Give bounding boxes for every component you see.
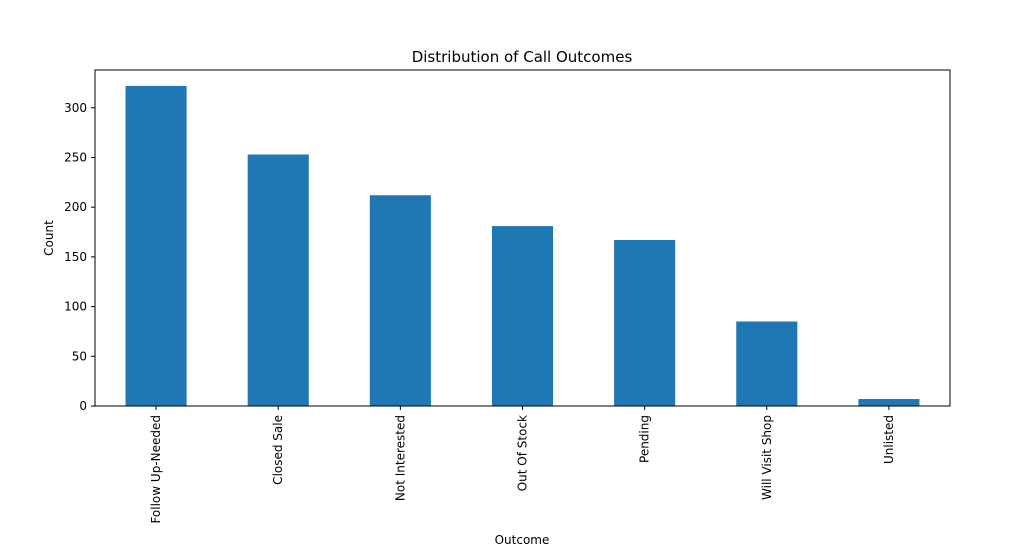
y-axis-ticks: 0 50 100 150 200 250 300 bbox=[64, 101, 95, 413]
bar-follow-up-needed bbox=[125, 85, 187, 406]
y-tick-label: 0 bbox=[79, 399, 87, 413]
x-tick-label: Out Of Stock bbox=[516, 415, 530, 491]
bars-group bbox=[125, 85, 920, 406]
y-tick-label: 200 bbox=[64, 200, 87, 214]
bar-closed-sale bbox=[247, 154, 309, 406]
bar-pending bbox=[614, 239, 676, 406]
y-axis-label: Count bbox=[42, 220, 56, 256]
y-tick-label: 50 bbox=[72, 349, 87, 363]
y-tick-label: 300 bbox=[64, 101, 87, 115]
x-tick-label: Pending bbox=[638, 415, 652, 463]
bar-not-interested bbox=[369, 195, 431, 406]
y-tick-label: 150 bbox=[64, 250, 87, 264]
plot-area-frame bbox=[94, 69, 951, 407]
x-axis-label: Outcome bbox=[495, 533, 550, 547]
x-tick-label: Follow Up-Needed bbox=[149, 415, 163, 524]
x-tick-label: Closed Sale bbox=[271, 415, 285, 485]
x-tick-label: Not Interested bbox=[393, 415, 407, 501]
bar-unlisted bbox=[858, 399, 920, 406]
x-tick-label: Unlisted bbox=[882, 415, 896, 464]
x-axis-ticks: Follow Up-Needed Closed Sale Not Intereste… bbox=[149, 406, 896, 524]
bar-will-visit-shop bbox=[736, 321, 798, 406]
bar-out-of-stock bbox=[491, 226, 554, 406]
x-tick-label: Will Visit Shop bbox=[760, 415, 774, 500]
y-tick-label: 250 bbox=[64, 150, 87, 164]
y-tick-label: 100 bbox=[64, 300, 87, 314]
chart-title: Distribution of Call Outcomes bbox=[412, 48, 633, 66]
